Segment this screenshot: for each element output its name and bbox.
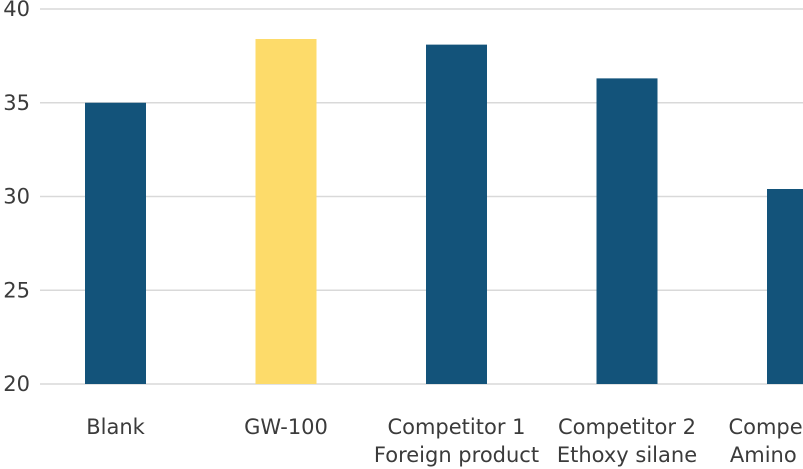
x-category-label: GW-100 [244, 415, 328, 439]
x-axis-category-labels: Blank GW-100 Competitor 1 Foreign product Co… [86, 415, 803, 467]
y-tick-label: 30 [3, 185, 30, 209]
y-tick-label: 20 [3, 372, 30, 396]
x-category-label: Competitor 2 Ethoxy silane [557, 415, 697, 467]
bar [767, 189, 803, 384]
y-tick-label: 35 [3, 91, 30, 115]
bars [85, 39, 803, 384]
x-category-label: Competitor 1 Foreign product [374, 415, 539, 467]
y-tick-label: 40 [3, 0, 30, 21]
x-category-label: Blank [86, 415, 145, 439]
bar [255, 39, 317, 384]
bar [596, 78, 658, 384]
y-tick-label: 25 [3, 278, 30, 302]
bar [85, 102, 146, 384]
bar [426, 44, 487, 384]
y-axis-tick-labels: 20 25 30 35 40 [3, 0, 30, 396]
x-category-label: Competitor 3Amino silane [728, 415, 803, 467]
gridlines [40, 8, 803, 385]
